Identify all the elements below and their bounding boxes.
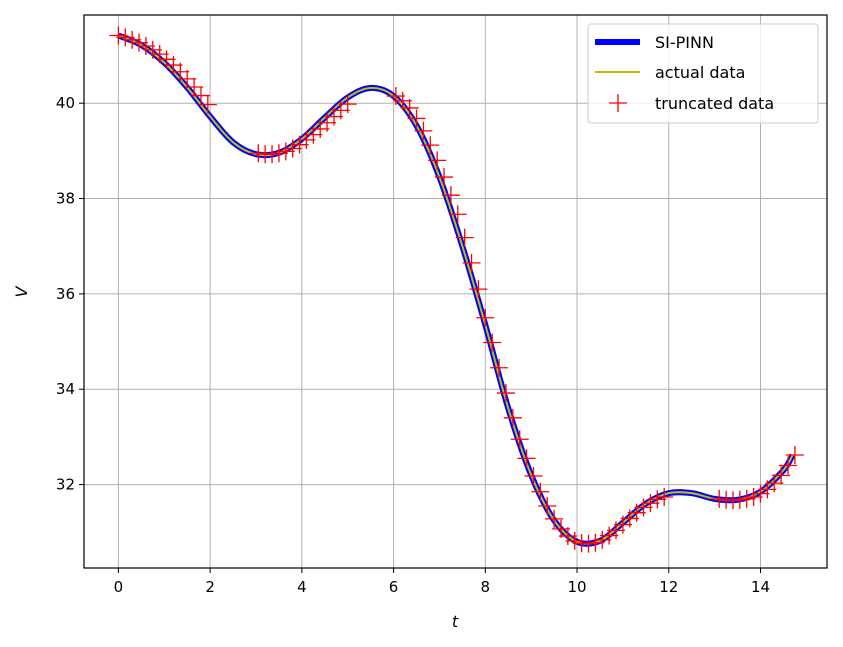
truncated-data-point: [116, 28, 135, 47]
truncated-data-point: [414, 121, 433, 140]
y-tick-label: 38: [56, 190, 75, 208]
truncated-data-point: [164, 56, 183, 75]
x-tick-label: 4: [297, 578, 307, 596]
x-ticks: 0 2 4 6 8 10 12 14: [114, 568, 770, 596]
y-axis-label: V: [12, 285, 31, 297]
truncated-data-point: [593, 530, 612, 549]
truncated-data-point: [496, 384, 515, 403]
x-tick-label: 10: [567, 578, 586, 596]
plot-frame: [83, 14, 828, 569]
truncated-data-point: [545, 509, 564, 528]
truncated-data-point: [185, 77, 204, 96]
x-tick-label: 14: [751, 578, 770, 596]
truncated-data-point: [143, 40, 162, 59]
truncated-data-point: [178, 69, 197, 88]
truncated-data-point: [441, 186, 460, 205]
x-tick-label: 0: [114, 578, 124, 596]
truncated-data-point: [730, 490, 749, 509]
legend: SI-PINN actual data truncated data: [587, 23, 819, 124]
y-ticks: 32 34 36 38 40: [56, 94, 84, 494]
x-tick-label: 6: [389, 578, 399, 596]
truncated-data-point: [400, 98, 419, 117]
truncated-data-point: [600, 526, 619, 545]
truncated-data-point: [551, 519, 570, 538]
x-tick-label: 8: [481, 578, 491, 596]
truncated-data-point: [751, 484, 770, 503]
truncated-data-point: [136, 36, 155, 55]
legend-label-si-pinn: SI-PINN: [655, 33, 714, 52]
x-tick-label: 12: [659, 578, 678, 596]
truncated-data-point: [123, 30, 142, 49]
truncated-data-point: [517, 449, 536, 468]
truncated-data-point: [785, 446, 804, 465]
y-tick-label: 36: [56, 285, 75, 303]
truncated-data-point: [648, 490, 667, 509]
truncated-data-point: [269, 144, 288, 163]
truncated-data-point: [744, 487, 763, 506]
truncated-data-point: [150, 45, 169, 64]
truncated-data-point: [737, 489, 756, 508]
series-line-actual-data: [118, 34, 794, 545]
truncated-data-point: [290, 135, 309, 154]
truncated-data-point: [565, 531, 584, 550]
truncated-data-point: [469, 280, 488, 299]
x-axis-label: t: [452, 612, 459, 631]
truncated-data-point: [428, 151, 447, 170]
truncated-data-point: [393, 91, 412, 110]
truncated-data-point: [483, 333, 502, 352]
truncated-data-point: [297, 130, 316, 149]
truncated-data-point: [249, 144, 268, 163]
truncated-data-point: [524, 466, 543, 485]
truncated-data-point: [641, 494, 660, 513]
truncated-data-point: [586, 533, 605, 552]
truncated-data-point: [191, 86, 210, 105]
truncated-data-point: [531, 482, 550, 501]
legend-label-actual: actual data: [655, 63, 745, 82]
truncated-data-point: [634, 498, 653, 517]
truncated-data-point: [386, 87, 405, 106]
truncated-data-point: [283, 139, 302, 158]
truncated-data-point: [779, 456, 798, 475]
truncated-data-point: [503, 408, 522, 427]
truncated-data-point: [579, 534, 598, 553]
truncated-data-point: [435, 168, 454, 187]
truncated-data-point: [276, 142, 295, 161]
legend-label-truncated: truncated data: [655, 94, 774, 113]
y-tick-label: 34: [56, 380, 75, 398]
truncated-data-point: [455, 228, 474, 247]
truncated-data-point: [490, 358, 509, 377]
truncated-data-point: [198, 95, 217, 114]
truncated-data-point: [772, 466, 791, 485]
truncated-data-point: [448, 205, 467, 224]
truncated-data-point: [130, 33, 149, 52]
truncated-data-point: [558, 527, 577, 546]
truncated-data-point: [338, 95, 357, 114]
truncated-data-point: [263, 145, 282, 164]
truncated-data-point: [655, 487, 674, 506]
truncated-data-point: [510, 430, 529, 449]
y-tick-label: 40: [56, 94, 75, 112]
legend-swatch-truncated: [609, 94, 627, 112]
truncated-data-point: [765, 474, 784, 493]
y-tick-label: 32: [56, 476, 75, 494]
truncated-data-point: [171, 62, 190, 81]
truncated-data-point: [538, 497, 557, 516]
truncated-data-point: [710, 489, 729, 508]
series-layer: [109, 26, 804, 553]
truncated-data-point: [476, 308, 495, 327]
truncated-data-point: [462, 253, 481, 272]
truncated-data-point: [407, 109, 426, 128]
x-tick-label: 2: [205, 578, 215, 596]
truncated-data-point: [109, 26, 128, 45]
truncated-data-point: [421, 136, 440, 155]
legend-box: [587, 23, 819, 124]
truncated-data-point: [627, 503, 646, 522]
